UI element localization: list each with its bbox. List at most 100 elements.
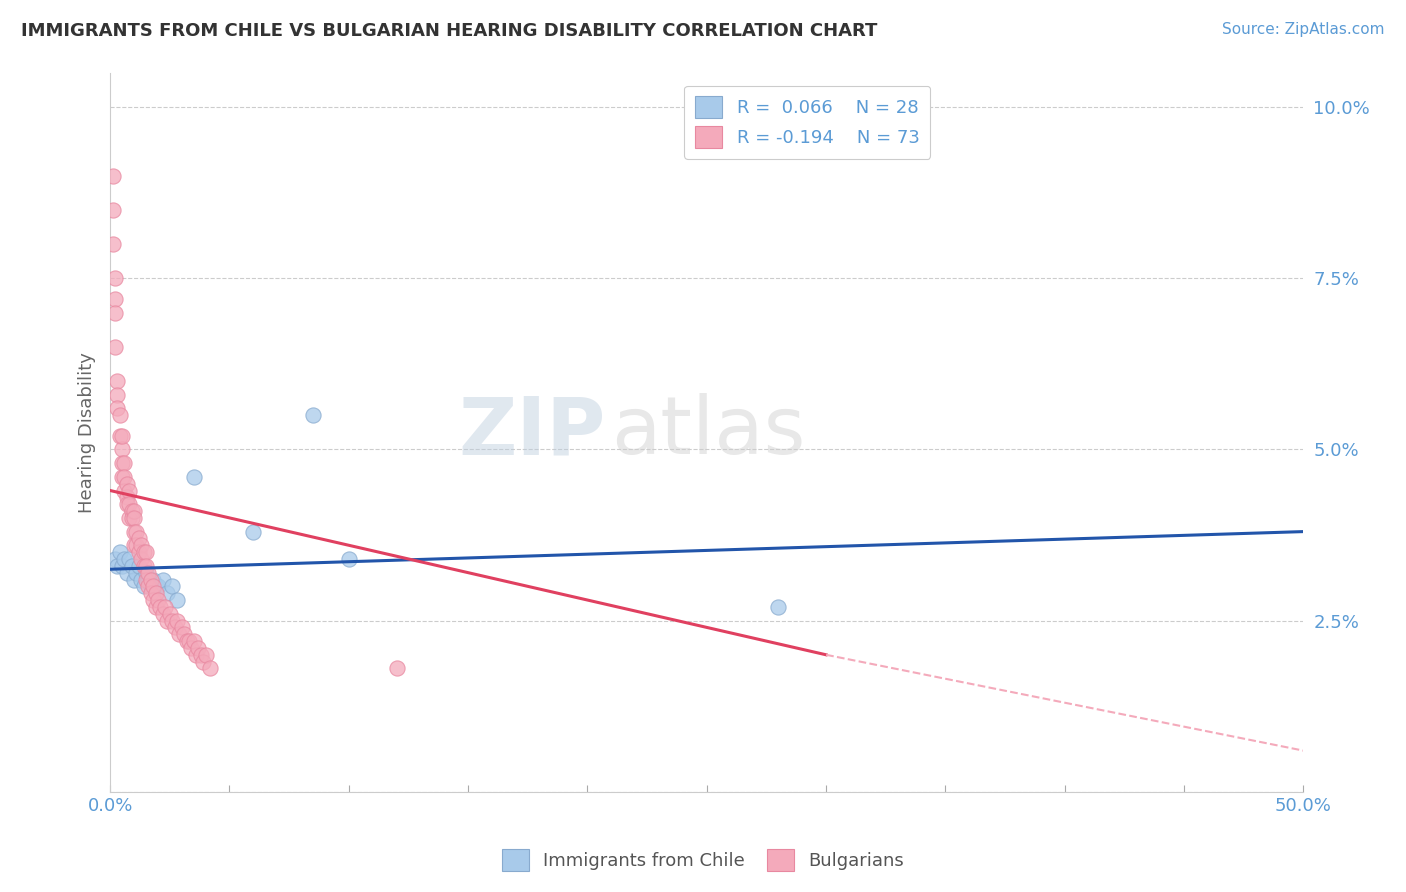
Point bbox=[128, 558, 150, 573]
Point bbox=[156, 614, 179, 628]
Point bbox=[118, 511, 141, 525]
Point bbox=[138, 579, 160, 593]
Point bbox=[122, 511, 145, 525]
Point bbox=[200, 661, 222, 675]
Point bbox=[105, 558, 128, 573]
Point bbox=[125, 566, 148, 580]
Point bbox=[153, 599, 176, 614]
Point bbox=[156, 586, 179, 600]
Point bbox=[135, 545, 157, 559]
Point bbox=[114, 456, 136, 470]
Point bbox=[146, 593, 169, 607]
Point bbox=[121, 504, 143, 518]
Point bbox=[104, 305, 127, 319]
Point bbox=[173, 627, 195, 641]
Point bbox=[111, 456, 134, 470]
Point bbox=[183, 470, 205, 484]
Point bbox=[108, 545, 131, 559]
Point bbox=[142, 593, 165, 607]
Text: atlas: atlas bbox=[612, 393, 806, 471]
Point bbox=[302, 409, 325, 423]
Point bbox=[139, 586, 162, 600]
Point bbox=[125, 538, 148, 552]
Point bbox=[118, 497, 141, 511]
Point bbox=[145, 586, 167, 600]
Text: Source: ZipAtlas.com: Source: ZipAtlas.com bbox=[1222, 22, 1385, 37]
Point bbox=[194, 648, 217, 662]
Point bbox=[142, 573, 165, 587]
Point bbox=[125, 524, 148, 539]
Point bbox=[105, 387, 128, 401]
Point bbox=[105, 374, 128, 388]
Point bbox=[114, 552, 136, 566]
Point bbox=[104, 292, 127, 306]
Point bbox=[115, 497, 138, 511]
Point bbox=[101, 237, 124, 252]
Point bbox=[129, 552, 152, 566]
Point bbox=[101, 169, 124, 183]
Point bbox=[104, 552, 127, 566]
Point bbox=[104, 340, 127, 354]
Point bbox=[385, 661, 408, 675]
Point bbox=[122, 538, 145, 552]
Point bbox=[166, 593, 188, 607]
Point bbox=[160, 614, 183, 628]
Point bbox=[146, 579, 169, 593]
Point bbox=[180, 640, 202, 655]
Legend: R =  0.066    N = 28, R = -0.194    N = 73: R = 0.066 N = 28, R = -0.194 N = 73 bbox=[685, 86, 931, 159]
Point bbox=[170, 620, 193, 634]
Point bbox=[115, 476, 138, 491]
Point bbox=[159, 607, 181, 621]
Point bbox=[176, 634, 198, 648]
Point bbox=[169, 627, 191, 641]
Point bbox=[139, 573, 162, 587]
Point bbox=[122, 573, 145, 587]
Point bbox=[152, 573, 174, 587]
Point bbox=[160, 579, 183, 593]
Point bbox=[184, 648, 207, 662]
Point bbox=[122, 524, 145, 539]
Point bbox=[190, 648, 212, 662]
Point bbox=[132, 558, 155, 573]
Point bbox=[128, 545, 150, 559]
Point bbox=[118, 483, 141, 498]
Point bbox=[115, 491, 138, 505]
Point bbox=[135, 573, 157, 587]
Point bbox=[108, 409, 131, 423]
Point bbox=[132, 545, 155, 559]
Point bbox=[768, 599, 790, 614]
Point bbox=[121, 558, 143, 573]
Point bbox=[138, 573, 160, 587]
Point bbox=[142, 579, 165, 593]
Point bbox=[163, 620, 186, 634]
Point bbox=[114, 483, 136, 498]
Point bbox=[139, 579, 162, 593]
Point bbox=[111, 442, 134, 457]
Y-axis label: Hearing Disability: Hearing Disability bbox=[79, 352, 96, 513]
Legend: Immigrants from Chile, Bulgarians: Immigrants from Chile, Bulgarians bbox=[495, 842, 911, 879]
Point bbox=[337, 552, 360, 566]
Point bbox=[145, 579, 167, 593]
Point bbox=[111, 470, 134, 484]
Point bbox=[152, 607, 174, 621]
Point bbox=[111, 429, 134, 443]
Point bbox=[129, 538, 152, 552]
Point bbox=[132, 579, 155, 593]
Point bbox=[177, 634, 200, 648]
Point bbox=[135, 566, 157, 580]
Point bbox=[118, 552, 141, 566]
Point bbox=[183, 634, 205, 648]
Point bbox=[111, 558, 134, 573]
Point bbox=[114, 470, 136, 484]
Point bbox=[166, 614, 188, 628]
Point bbox=[135, 558, 157, 573]
Point bbox=[104, 271, 127, 285]
Point bbox=[121, 511, 143, 525]
Point bbox=[105, 401, 128, 416]
Point bbox=[149, 599, 172, 614]
Point bbox=[122, 504, 145, 518]
Point bbox=[145, 599, 167, 614]
Point bbox=[242, 524, 264, 539]
Point bbox=[187, 640, 209, 655]
Text: IMMIGRANTS FROM CHILE VS BULGARIAN HEARING DISABILITY CORRELATION CHART: IMMIGRANTS FROM CHILE VS BULGARIAN HEARI… bbox=[21, 22, 877, 40]
